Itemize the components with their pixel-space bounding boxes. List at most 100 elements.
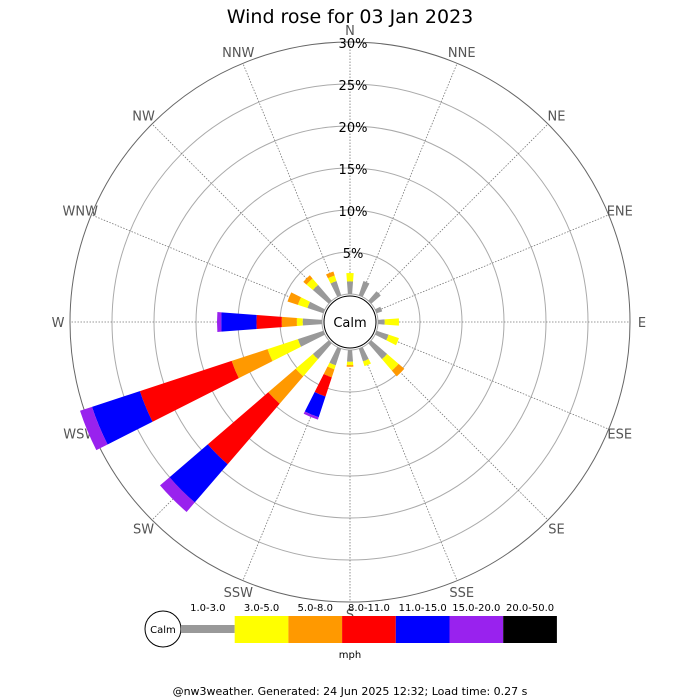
bar-se-bin-1 bbox=[368, 340, 388, 360]
bar-ese-bin-1 bbox=[374, 330, 389, 341]
legend-label-3: 5.0-8.0 bbox=[298, 603, 333, 614]
bar-wsw-bin-4 bbox=[139, 360, 239, 422]
legend-label-5: 11.0-15.0 bbox=[399, 603, 447, 614]
radial-tick-label: 30% bbox=[339, 37, 368, 52]
legend-unit-label: mph bbox=[339, 650, 361, 661]
direction-label-e: E bbox=[638, 316, 646, 331]
bar-ene-bin-1 bbox=[374, 306, 383, 314]
bar-sw-bin-5 bbox=[169, 444, 228, 503]
legend-label-6: 15.0-20.0 bbox=[452, 603, 500, 614]
bar-ssw-bin-5 bbox=[304, 391, 326, 418]
bar-se-bin-3 bbox=[391, 363, 405, 377]
bar-nne-bin-1 bbox=[358, 281, 370, 298]
direction-label-s: S bbox=[346, 608, 354, 623]
bar-nnw-bin-1 bbox=[330, 281, 342, 298]
grid-ring bbox=[69, 41, 631, 603]
radial-tick-labels: 5% 10% 15% 20% 25% 30% bbox=[339, 37, 368, 262]
bar-sw-bin-2 bbox=[295, 353, 319, 377]
speed-legend: Calm 1.0-3.0 3.0-5.0 5.0-8.0 8.0-11.0 11.0-15… bbox=[144, 603, 557, 661]
direction-label-wnw: WNW bbox=[63, 204, 99, 219]
bar-w-bin-6 bbox=[216, 312, 222, 332]
legend-swatch-6 bbox=[449, 616, 504, 643]
bar-ne-bin-1 bbox=[368, 291, 381, 304]
bar-ssw-bin-2 bbox=[327, 362, 336, 370]
footer-text: @nw3weather. Generated: 24 Jun 2025 12:3… bbox=[172, 685, 528, 698]
bar-sse-bin-2 bbox=[362, 358, 371, 367]
bar-w-bin-3 bbox=[281, 316, 297, 328]
bar-se-bin-2 bbox=[381, 353, 399, 371]
spoke-ese bbox=[375, 332, 609, 430]
legend-label-4: 8.0-11.0 bbox=[348, 603, 390, 614]
legend-swatch-3 bbox=[288, 616, 343, 643]
calm-label: Calm bbox=[333, 316, 366, 331]
bar-wsw-bin-1 bbox=[297, 330, 326, 347]
direction-label-sse: SSE bbox=[449, 586, 474, 601]
direction-label-nne: NNE bbox=[448, 46, 476, 61]
direction-label-ssw: SSW bbox=[224, 586, 254, 601]
bar-wnw-bin-3 bbox=[287, 292, 302, 305]
direction-label-ne: NE bbox=[547, 110, 565, 125]
bar-wsw-bin-6 bbox=[80, 406, 108, 451]
bar-w-bin-4 bbox=[256, 314, 282, 330]
bar-sw-bin-6 bbox=[160, 477, 195, 512]
bar-ese-bin-2 bbox=[386, 334, 399, 346]
spoke-ne bbox=[369, 123, 549, 303]
radial-tick-label: 20% bbox=[339, 121, 368, 136]
wind-bars bbox=[80, 271, 405, 512]
calm-circle: Calm bbox=[323, 295, 377, 349]
bar-ssw-bin-1 bbox=[329, 346, 342, 366]
direction-label-se: SE bbox=[548, 522, 564, 537]
bar-n-bin-2 bbox=[346, 273, 354, 282]
bar-sw-bin-1 bbox=[312, 340, 332, 360]
bar-sw-bin-4 bbox=[207, 392, 280, 465]
direction-label-ese: ESE bbox=[607, 428, 632, 443]
bar-wnw-bin-2 bbox=[297, 297, 311, 309]
bar-s-bin-3 bbox=[346, 364, 354, 367]
bar-n-bin-1 bbox=[346, 281, 354, 295]
bar-e-bin-2 bbox=[384, 318, 399, 326]
spoke-nnw bbox=[242, 63, 340, 297]
direction-label-n: N bbox=[345, 24, 355, 39]
radial-tick-label: 25% bbox=[339, 79, 368, 94]
spoke-nne bbox=[360, 63, 458, 297]
bar-nnw-bin-3 bbox=[326, 271, 335, 279]
direction-label-nnw: NNW bbox=[222, 46, 254, 61]
bar-nnw-bin-2 bbox=[327, 275, 337, 284]
bar-nw-bin-2 bbox=[306, 278, 319, 291]
spoke-ene bbox=[375, 214, 609, 312]
spoke-wnw bbox=[91, 214, 325, 312]
chart-title: Wind rose for 03 Jan 2023 bbox=[226, 6, 474, 28]
legend-swatch-4 bbox=[342, 616, 396, 643]
legend-swatch-2 bbox=[234, 616, 289, 643]
bar-ssw-bin-4 bbox=[314, 373, 332, 397]
bar-sse-bin-1 bbox=[358, 346, 369, 362]
legend-swatch-7 bbox=[503, 616, 557, 643]
bar-wsw-bin-3 bbox=[231, 349, 273, 379]
bar-nw-bin-3 bbox=[303, 275, 313, 285]
bar-wnw-bin-1 bbox=[307, 301, 326, 314]
radial-tick-label: 15% bbox=[339, 163, 368, 178]
spoke-sse bbox=[360, 347, 458, 581]
bar-w-bin-1 bbox=[302, 318, 323, 326]
legend-calm-label: Calm bbox=[150, 625, 176, 636]
radial-tick-label: 10% bbox=[339, 205, 368, 220]
legend-swatch-5 bbox=[395, 616, 450, 643]
legend-swatch-1 bbox=[181, 625, 235, 633]
bar-ssw-bin-3 bbox=[323, 366, 335, 378]
bar-wsw-bin-5 bbox=[91, 391, 153, 445]
bar-s-bin-1 bbox=[347, 349, 353, 362]
legend-label-7: 20.0-50.0 bbox=[506, 603, 554, 614]
bar-wsw-bin-2 bbox=[267, 339, 302, 362]
bar-e-bin-1 bbox=[377, 319, 385, 325]
radial-tick-label: 5% bbox=[343, 247, 364, 262]
legend-label-1: 1.0-3.0 bbox=[190, 603, 225, 614]
direction-label-ene: ENE bbox=[607, 204, 633, 219]
bar-nw-bin-1 bbox=[312, 284, 332, 304]
direction-label-nw: NW bbox=[132, 110, 155, 125]
bar-sw-bin-3 bbox=[268, 368, 304, 404]
spoke-nw bbox=[151, 123, 331, 303]
legend-label-2: 3.0-5.0 bbox=[244, 603, 279, 614]
bar-w-bin-2 bbox=[296, 318, 303, 326]
direction-label-sw: SW bbox=[133, 522, 154, 537]
